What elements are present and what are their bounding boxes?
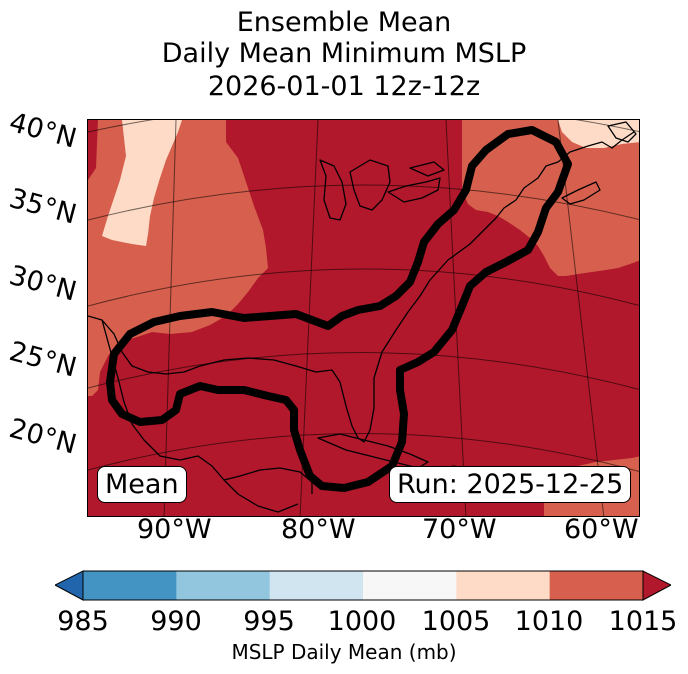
lat-label-30n: 30°N — [5, 260, 80, 308]
title-line-3: 2026-01-01 12z-12z — [207, 71, 481, 102]
coastline-cuba — [317, 433, 429, 469]
run-label: Run: 2025-12-25 — [389, 466, 632, 503]
ensemble-contour — [106, 126, 572, 492]
colorbar-segment — [176, 571, 271, 600]
title-line-2: Daily Mean Minimum MSLP — [161, 38, 527, 69]
colorbar-segment — [456, 571, 551, 600]
colorbar-tick-1000: 1000 — [327, 606, 397, 637]
colorbar-segment — [269, 571, 364, 600]
lon-label-60w: 60°W — [564, 514, 639, 545]
colorbar-tick-995: 995 — [243, 606, 295, 637]
colorbar-tick-985: 985 — [57, 606, 109, 637]
colorbar-frame — [82, 570, 644, 601]
colorbar-low-extend-arrow — [55, 570, 84, 601]
lat-label-20n: 20°N — [5, 413, 80, 461]
title-line-1: Ensemble Mean — [236, 7, 452, 38]
lat-label-40n: 40°N — [5, 107, 80, 155]
mslp-1005-region-west — [102, 120, 182, 246]
map-canvas — [88, 120, 639, 516]
mean-label: Mean — [97, 466, 187, 503]
lon-label-70w: 70°W — [422, 514, 497, 545]
graticule-lat-30 — [88, 268, 639, 307]
colorbar-segment — [363, 571, 457, 600]
colorbar-segment — [549, 571, 644, 600]
coastline-gulf-mexico — [88, 199, 517, 443]
graticule-lon-60 — [557, 120, 605, 516]
coastline-newfoundland — [607, 121, 637, 143]
colorbar-label: MSLP Daily Mean (mb) — [231, 640, 457, 664]
colorbar-tick-1010: 1010 — [514, 606, 584, 637]
lat-label-35n: 35°N — [5, 183, 80, 231]
colorbar-segments — [83, 571, 644, 600]
colorbar-tick-1005: 1005 — [421, 606, 491, 637]
map-panel: Mean Run: 2025-12-25 — [87, 119, 640, 517]
graticule-lat-20 — [88, 433, 639, 472]
coastline-great-lakes — [319, 159, 445, 221]
colorbar-segment — [83, 571, 177, 600]
graticule-lat-25 — [88, 352, 639, 390]
colorbar-tick-990: 990 — [150, 606, 202, 637]
lon-label-90w: 90°W — [137, 514, 212, 545]
graticule-lat-35 — [88, 184, 639, 221]
coastline-nova-scotia — [561, 181, 601, 205]
colorbar-high-extend-arrow — [642, 570, 671, 601]
colorbar-tick-1015: 1015 — [608, 606, 678, 637]
lon-label-80w: 80°W — [281, 514, 356, 545]
lat-label-25n: 25°N — [5, 336, 80, 384]
coastline-mexico — [101, 319, 299, 513]
coastline-northeast — [515, 131, 635, 201]
colorbar — [55, 570, 671, 601]
